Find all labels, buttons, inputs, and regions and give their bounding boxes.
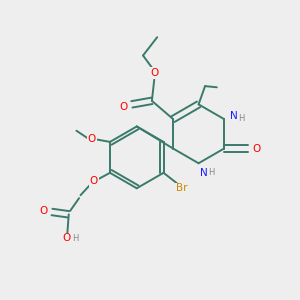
Text: N: N	[200, 168, 208, 178]
Text: H: H	[238, 114, 244, 123]
Text: O: O	[252, 143, 261, 154]
Text: O: O	[151, 68, 159, 78]
Text: Br: Br	[176, 183, 188, 194]
Text: O: O	[90, 176, 98, 186]
Text: H: H	[72, 234, 79, 243]
Text: O: O	[119, 102, 128, 112]
Text: O: O	[63, 233, 71, 244]
Text: O: O	[39, 206, 47, 216]
Text: O: O	[88, 134, 96, 144]
Text: N: N	[230, 111, 237, 121]
Text: H: H	[208, 168, 215, 177]
